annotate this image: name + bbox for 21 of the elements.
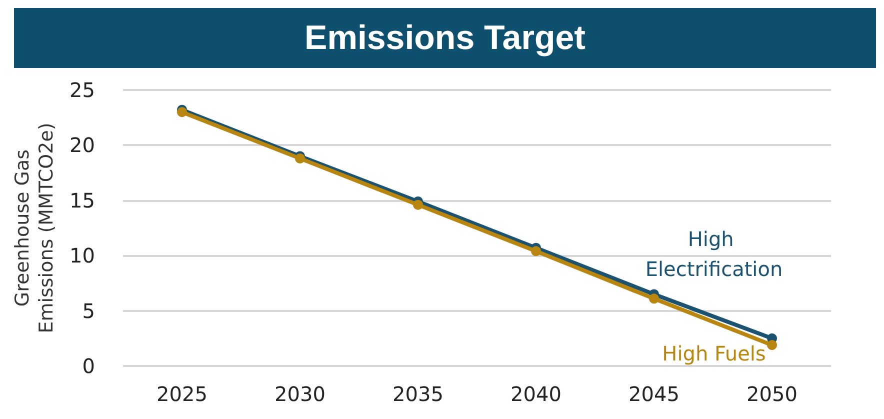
x-tick-label: 2040	[510, 382, 562, 406]
x-tick-label: 2025	[156, 382, 208, 406]
series-label: High Electrification	[645, 227, 783, 282]
y-tick-label: 10	[70, 244, 95, 268]
point	[177, 107, 187, 118]
x-tick-label: 2045	[628, 382, 680, 406]
chart-title: Emissions Target	[14, 8, 876, 68]
series-label: High Fuels	[662, 342, 766, 366]
y-axis-title: Greenhouse Gas Emissions (MMTCO2e)	[12, 122, 58, 334]
point	[531, 246, 541, 256]
x-tick-label: 2030	[274, 382, 326, 406]
y-tick-label: 20	[70, 133, 95, 158]
x-tick-label: 2050	[746, 382, 798, 406]
point	[767, 340, 777, 350]
point	[413, 200, 423, 210]
y-tick-label: 25	[70, 78, 95, 102]
point	[649, 294, 659, 304]
y-tick-label: 0	[82, 354, 95, 378]
x-tick-label: 2035	[392, 382, 444, 406]
y-tick-label: 5	[82, 298, 95, 323]
y-tick-label: 15	[70, 188, 95, 212]
